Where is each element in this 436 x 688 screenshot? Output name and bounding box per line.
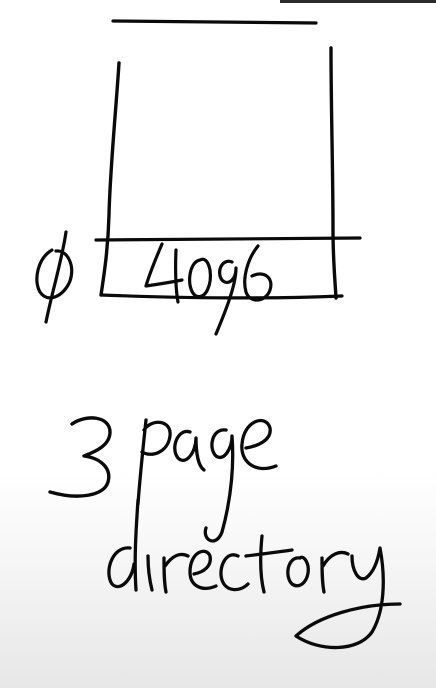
letter-t-stroke bbox=[244, 534, 294, 594]
letter-i-stroke bbox=[146, 554, 154, 592]
digit-3-stroke bbox=[48, 416, 112, 498]
letter-d-stroke bbox=[107, 498, 140, 592]
letter-e-stroke bbox=[240, 418, 278, 471]
digit-0-stroke bbox=[188, 257, 212, 299]
letter-r-stroke bbox=[162, 552, 190, 594]
letter-p-stroke bbox=[136, 418, 172, 506]
digit-6-stroke bbox=[243, 244, 273, 302]
letter-o-stroke bbox=[286, 555, 310, 588]
letter-e2-stroke bbox=[188, 549, 218, 590]
phi-bar-stroke bbox=[44, 230, 68, 324]
box-bottom-stroke bbox=[99, 293, 344, 300]
letter-r2-stroke bbox=[320, 550, 350, 594]
digit-9-stroke bbox=[214, 259, 238, 336]
digit-4-stroke bbox=[144, 242, 184, 304]
letter-y-stroke bbox=[294, 546, 402, 650]
letter-c-stroke bbox=[219, 553, 250, 592]
top-edge-strip bbox=[280, 0, 436, 3]
box-right-stroke bbox=[329, 46, 338, 300]
box-middle-stroke bbox=[94, 236, 362, 242]
letter-a-stroke bbox=[173, 429, 206, 472]
letter-g-stroke bbox=[203, 428, 235, 543]
top-line-stroke bbox=[111, 19, 318, 25]
phi-circle-stroke bbox=[35, 248, 74, 300]
box-left-stroke bbox=[99, 61, 121, 297]
